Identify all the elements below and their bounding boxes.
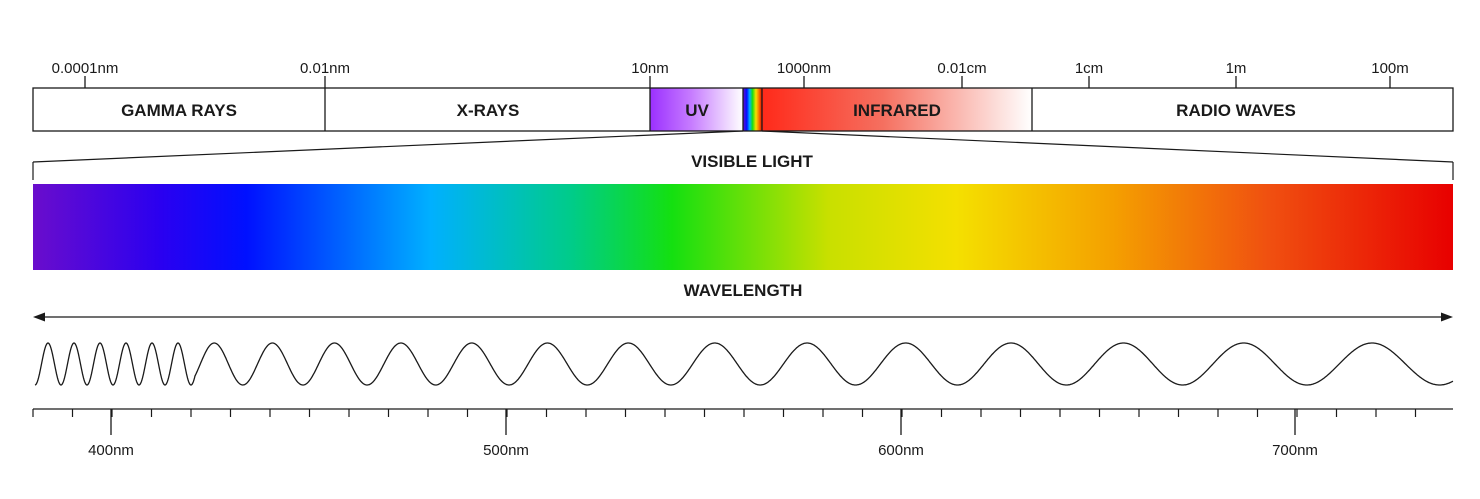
arrow-head-left <box>33 312 45 322</box>
zoom-line-right <box>761 130 1454 163</box>
radio-waves-label: RADIO WAVES <box>1176 101 1296 120</box>
top-tick-label: 0.01cm <box>937 60 986 77</box>
top-tick-label: 0.01nm <box>300 60 350 77</box>
bottom-tick-label: 600nm <box>878 442 924 459</box>
top-wavelength-scale: 0.0001nm 0.01nm 10nm 1000nm 0.01cm 1cm 1… <box>52 60 1409 88</box>
zoom-lines <box>32 130 1454 180</box>
spectrum-band-bar: GAMMA RAYS X-RAYS UV INFRARED RADIO WAVE… <box>32 87 1454 132</box>
top-tick-label: 100m <box>1371 60 1409 77</box>
visible-light-title: VISIBLE LIGHT <box>691 152 813 171</box>
bottom-tick-label: 400nm <box>88 442 134 459</box>
uv-label: UV <box>685 101 709 120</box>
wavelength-arrow <box>33 312 1453 322</box>
top-tick-label: 1cm <box>1075 60 1103 77</box>
top-tick-label: 0.0001nm <box>52 60 119 77</box>
uv-band <box>650 88 743 131</box>
top-tick-label: 1000nm <box>777 60 831 77</box>
wavelength-sine-wave <box>34 342 1454 386</box>
visible-spectrum-gradient <box>33 184 1453 270</box>
infrared-label: INFRARED <box>853 101 941 120</box>
zoom-line-left <box>32 130 744 163</box>
bottom-minor-ticks <box>32 409 1417 417</box>
bottom-tick-label: 700nm <box>1272 442 1318 459</box>
bottom-tick-label: 500nm <box>483 442 529 459</box>
bottom-wavelength-scale: 400nm 500nm 600nm 700nm <box>32 408 1453 459</box>
infrared-band <box>762 88 1032 131</box>
visible-band <box>743 88 762 131</box>
arrow-head-right <box>1441 312 1453 322</box>
wavelength-title: WAVELENGTH <box>684 281 803 300</box>
top-tick-label: 10nm <box>631 60 669 77</box>
top-tick-label: 1m <box>1226 60 1247 77</box>
x-rays-label: X-RAYS <box>457 101 520 120</box>
gamma-rays-label: GAMMA RAYS <box>121 101 237 120</box>
